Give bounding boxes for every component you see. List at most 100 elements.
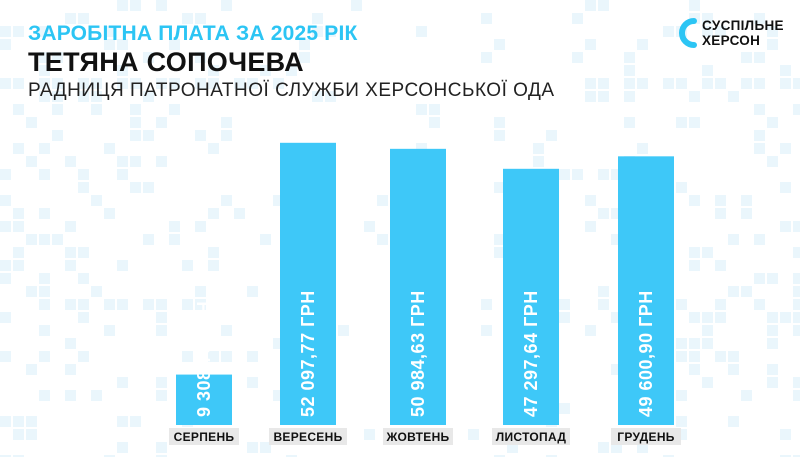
background-square xyxy=(741,390,752,401)
background-square xyxy=(156,0,167,11)
background-square xyxy=(234,208,245,219)
background-square xyxy=(130,416,141,427)
background-square xyxy=(143,299,154,310)
background-square xyxy=(117,39,128,50)
background-square xyxy=(143,91,154,102)
background-square xyxy=(494,247,505,258)
background-square xyxy=(494,182,505,193)
background-square xyxy=(52,104,63,115)
background-square xyxy=(195,52,206,63)
background-square xyxy=(65,221,76,232)
background-square xyxy=(494,117,505,128)
background-square xyxy=(117,78,128,89)
background-square xyxy=(0,39,11,50)
background-square xyxy=(156,299,167,310)
background-square xyxy=(78,312,89,323)
background-square xyxy=(104,26,115,37)
category-label-background xyxy=(611,428,681,445)
background-square xyxy=(117,65,128,76)
background-square xyxy=(416,143,427,154)
background-square xyxy=(104,325,115,336)
background-square xyxy=(26,429,37,440)
background-square xyxy=(546,130,557,141)
background-square xyxy=(39,273,50,284)
background-square xyxy=(299,52,310,63)
background-square xyxy=(780,143,791,154)
background-square xyxy=(78,13,89,24)
logo-line-1: СУСПІЛЬНЕ xyxy=(702,18,784,33)
background-square xyxy=(286,455,297,457)
background-square xyxy=(754,52,765,63)
background-square xyxy=(260,65,271,76)
background-square xyxy=(611,208,622,219)
background-square xyxy=(793,312,800,323)
background-square xyxy=(715,299,726,310)
background-square xyxy=(611,442,622,453)
background-square xyxy=(793,247,800,258)
background-square xyxy=(208,65,219,76)
background-square xyxy=(767,377,778,388)
background-square xyxy=(754,143,765,154)
background-square xyxy=(26,117,37,128)
background-square xyxy=(377,234,388,245)
background-square xyxy=(182,299,193,310)
background-square xyxy=(78,78,89,89)
background-square xyxy=(273,338,284,349)
background-square xyxy=(741,286,752,297)
background-square xyxy=(26,364,37,375)
bar-value-label: 52 097,77 ГРН xyxy=(298,290,318,417)
background-square xyxy=(767,338,778,349)
background-square xyxy=(13,78,24,89)
background-square xyxy=(104,39,115,50)
background-square xyxy=(585,221,596,232)
background-square xyxy=(0,169,11,180)
background-square xyxy=(78,299,89,310)
background-square xyxy=(65,260,76,271)
background-square xyxy=(312,91,323,102)
background-square xyxy=(0,195,11,206)
background-square xyxy=(624,117,635,128)
background-square xyxy=(728,286,739,297)
background-square xyxy=(78,169,89,180)
background-square xyxy=(689,91,700,102)
background-square xyxy=(689,0,700,11)
background-square xyxy=(585,91,596,102)
background-square xyxy=(611,234,622,245)
background-square xyxy=(715,351,726,362)
background-square xyxy=(65,364,76,375)
background-square xyxy=(689,117,700,128)
background-square xyxy=(585,0,596,11)
background-square xyxy=(494,234,505,245)
background-square xyxy=(689,351,700,362)
background-square xyxy=(91,91,102,102)
background-square xyxy=(702,338,713,349)
background-square xyxy=(663,78,674,89)
background-square xyxy=(104,455,115,457)
background-square xyxy=(195,13,206,24)
background-square xyxy=(39,234,50,245)
background-square xyxy=(247,286,258,297)
background-square xyxy=(273,78,284,89)
background-square xyxy=(793,104,800,115)
background-square xyxy=(65,390,76,401)
background-square xyxy=(91,390,102,401)
background-square xyxy=(195,286,206,297)
background-square xyxy=(130,182,141,193)
background-square xyxy=(793,221,800,232)
category-label-background xyxy=(383,428,453,445)
background-square xyxy=(39,169,50,180)
background-square xyxy=(0,455,11,457)
background-square xyxy=(156,156,167,167)
background-square xyxy=(130,104,141,115)
background-square xyxy=(715,260,726,271)
background-square xyxy=(364,429,375,440)
background-square xyxy=(676,429,687,440)
background-square xyxy=(351,0,362,11)
background-square xyxy=(156,442,167,453)
background-square xyxy=(559,312,570,323)
background-square xyxy=(767,156,778,167)
bar-value-label: 9 308,73 ГРН xyxy=(194,301,214,417)
background-square xyxy=(572,13,583,24)
background-square xyxy=(702,312,713,323)
background-square xyxy=(208,247,219,258)
